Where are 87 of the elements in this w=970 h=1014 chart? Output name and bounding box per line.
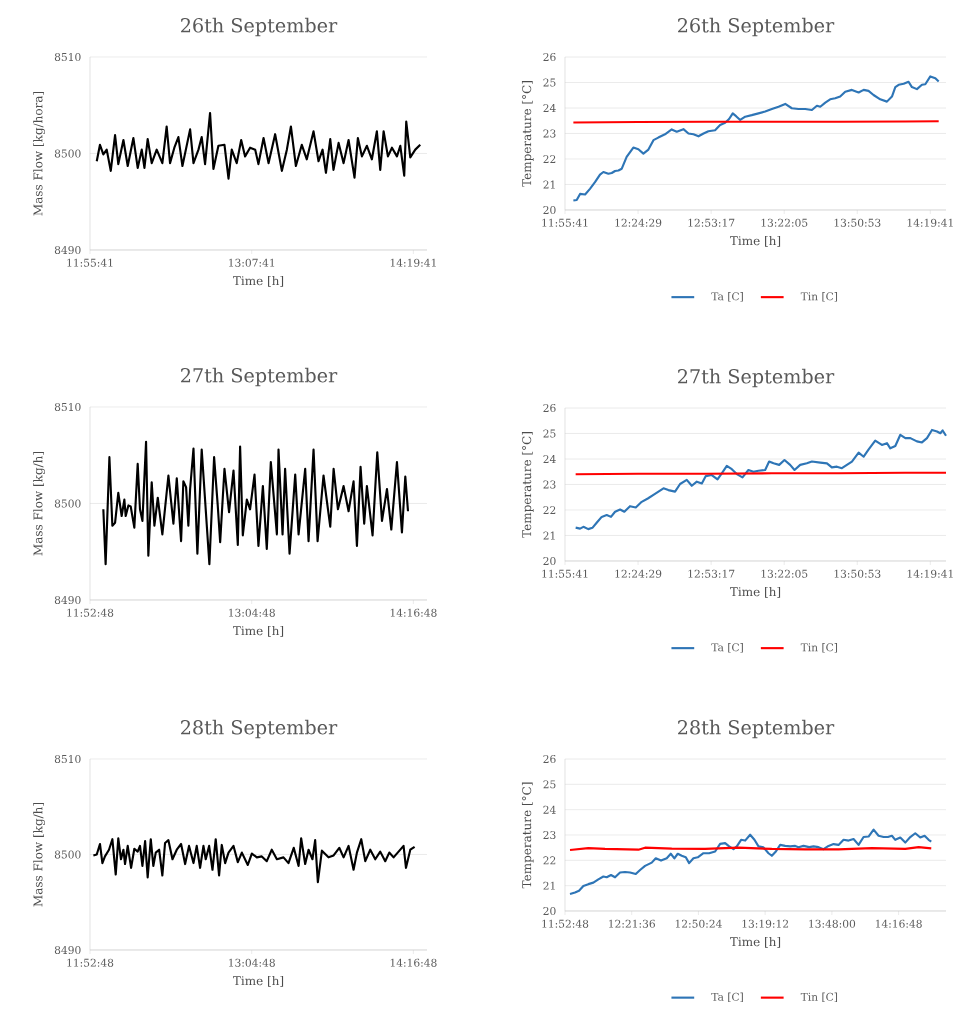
x-tick-label: 14:16:48 xyxy=(390,958,437,967)
y-tick-label: 23 xyxy=(543,129,556,138)
y-tick-label: 8490 xyxy=(54,945,81,955)
x-tick-label: 13:50:53 xyxy=(834,569,881,578)
y-tick-label: 21 xyxy=(543,531,555,540)
y-axis-title: Temperature [°C] xyxy=(521,432,534,538)
y-tick-label: 24 xyxy=(543,805,556,814)
y-tick-label: 20 xyxy=(543,906,556,916)
x-tick-label: 12:24:29 xyxy=(615,218,662,227)
y-tick-label: 24 xyxy=(543,104,556,112)
chart-title: 26th September xyxy=(181,17,338,37)
y-tick-label: 23 xyxy=(543,830,556,840)
x-axis-title: Time [h] xyxy=(730,586,781,598)
line-series xyxy=(102,440,410,566)
x-axis-title: Time [h] xyxy=(233,275,284,287)
y-tick-label: 8510 xyxy=(54,402,81,412)
y-tick-label: 22 xyxy=(543,155,556,163)
y-tick-label: 22 xyxy=(543,856,556,865)
y-tick-label: 21 xyxy=(543,180,555,189)
y-tick-label: 8500 xyxy=(54,499,81,508)
legend-label: Ta [C] xyxy=(711,992,743,1003)
x-tick-label: 13:19:12 xyxy=(742,919,789,928)
y-tick-label: 26 xyxy=(543,52,556,62)
y-tick-label: 24 xyxy=(543,455,556,463)
x-tick-label: 13:22:05 xyxy=(761,569,808,578)
y-tick-label: 8490 xyxy=(54,595,81,605)
y-tick-label: 26 xyxy=(543,403,556,413)
y-tick-label: 8500 xyxy=(54,850,81,859)
x-tick-label: 14:19:41 xyxy=(390,258,436,267)
x-tick-label: 11:52:48 xyxy=(542,919,589,928)
y-tick-label: 21 xyxy=(543,881,555,890)
x-axis-title: Time [h] xyxy=(233,625,284,637)
chart-title: 27th September xyxy=(678,368,835,388)
x-tick-label: 13:48:00 xyxy=(809,919,856,928)
x-axis-title: Time [h] xyxy=(233,975,284,987)
y-axis-title: Mass Flow [kg/h] xyxy=(33,802,45,907)
legend-label: Ta [C] xyxy=(711,292,743,302)
x-tick-label: 13:50:53 xyxy=(834,218,881,227)
line-series xyxy=(568,828,933,896)
y-tick-label: 8500 xyxy=(54,149,81,158)
y-tick-label: 25 xyxy=(543,429,556,438)
y-tick-label: 8510 xyxy=(54,52,81,62)
x-tick-label: 13:22:05 xyxy=(761,218,808,227)
x-tick-label: 11:52:48 xyxy=(67,958,114,967)
y-axis-title: Mass Flow [kg/hora] xyxy=(33,91,45,216)
legend-label: Tin [C] xyxy=(800,992,838,1003)
x-tick-label: 11:55:41 xyxy=(542,569,588,578)
x-tick-label: 12:53:17 xyxy=(688,218,735,227)
chart-title: 28th September xyxy=(181,719,338,739)
chart-title: 27th September xyxy=(181,367,338,387)
y-axis-title: Temperature [°C] xyxy=(521,81,534,187)
legend-label: Tin [C] xyxy=(800,643,838,653)
x-tick-label: 13:04:48 xyxy=(229,958,275,967)
x-tick-label: 13:07:41 xyxy=(229,258,275,267)
y-tick-label: 22 xyxy=(543,506,556,514)
y-tick-label: 20 xyxy=(543,205,556,215)
y-axis-title: Temperature [°C] xyxy=(521,782,534,889)
y-tick-label: 25 xyxy=(543,780,556,789)
x-tick-label: 11:55:41 xyxy=(67,258,113,267)
x-tick-label: 12:50:24 xyxy=(675,919,722,928)
x-tick-label: 13:04:48 xyxy=(229,608,275,617)
x-tick-label: 11:52:48 xyxy=(67,608,114,617)
x-tick-label: 14:16:48 xyxy=(875,919,922,928)
y-tick-label: 26 xyxy=(543,754,556,764)
x-tick-label: 14:19:41 xyxy=(907,218,953,227)
legend-label: Ta [C] xyxy=(711,643,743,653)
y-tick-label: 23 xyxy=(543,480,556,489)
y-tick-label: 25 xyxy=(543,78,556,87)
line-series xyxy=(574,428,948,531)
x-tick-label: 14:19:41 xyxy=(907,569,953,578)
legend-label: Tin [C] xyxy=(800,292,838,302)
x-tick-label: 12:53:17 xyxy=(688,569,735,578)
chart-title: 28th September xyxy=(678,719,835,739)
x-tick-label: 14:16:48 xyxy=(390,608,437,617)
chart-title: 26th September xyxy=(678,17,835,37)
x-tick-label: 12:21:36 xyxy=(609,919,655,928)
x-axis-title: Time [h] xyxy=(730,936,781,948)
x-tick-label: 12:24:29 xyxy=(615,569,662,578)
line-series xyxy=(572,75,940,202)
x-tick-label: 11:55:41 xyxy=(542,218,588,227)
x-axis-title: Time [h] xyxy=(730,235,781,247)
line-series xyxy=(95,111,422,180)
y-tick-label: 8490 xyxy=(54,245,81,255)
y-tick-label: 20 xyxy=(543,556,556,566)
y-axis-title: Mass Flow [kg/h] xyxy=(33,451,45,556)
line-series xyxy=(92,837,416,884)
y-tick-label: 8510 xyxy=(54,754,81,764)
